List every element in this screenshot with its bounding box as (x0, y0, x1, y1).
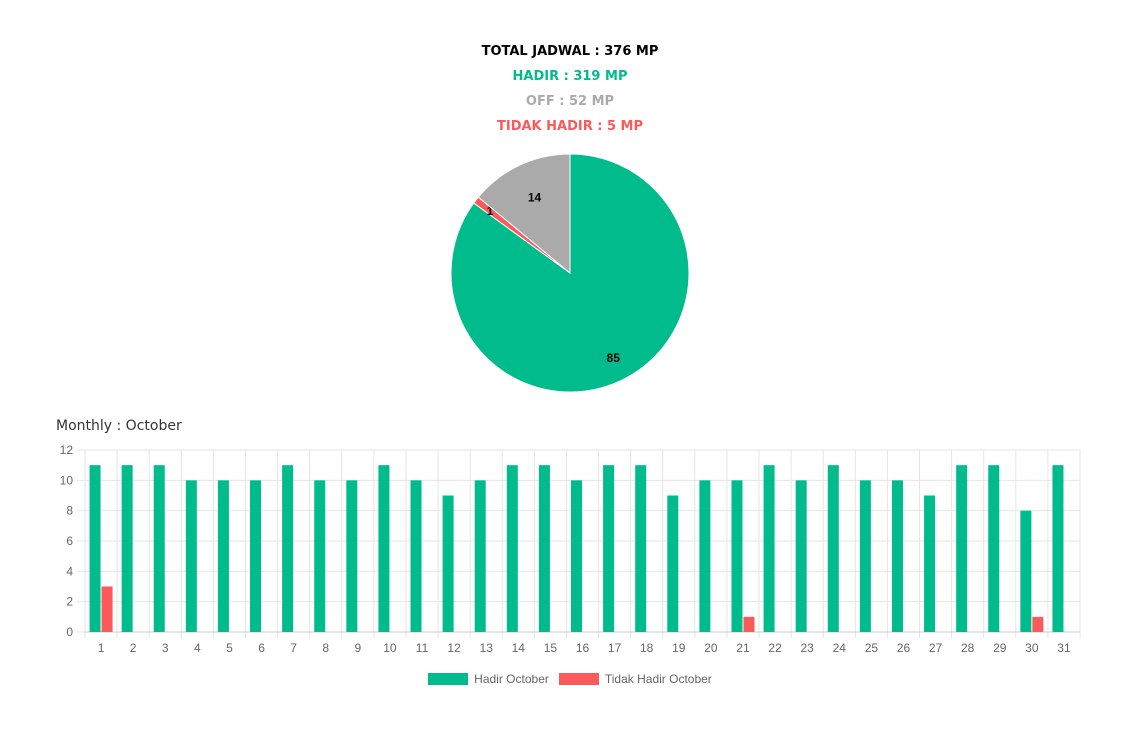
legend-item-hadir[interactable]: Hadir October (428, 672, 549, 686)
y-tick-label: 8 (66, 504, 73, 518)
bar-hadir-17[interactable] (603, 465, 615, 632)
bar-hadir-12[interactable] (442, 495, 454, 633)
summary-total: TOTAL JADWAL : 376 MP (481, 44, 659, 59)
y-tick-label: 0 (66, 625, 73, 639)
x-tick-label: 9 (354, 641, 361, 655)
monthly-title: Monthly : October (56, 418, 182, 434)
pie-slice-2[interactable] (477, 153, 571, 275)
x-tick-label: 22 (768, 641, 782, 655)
bar-hadir-13[interactable] (474, 480, 486, 632)
x-tick-label: 28 (961, 641, 975, 655)
bar-hadir-21[interactable] (731, 480, 743, 632)
x-tick-label: 20 (704, 641, 718, 655)
bar-hadir-16[interactable] (571, 480, 582, 632)
x-tick-label: 10 (383, 641, 397, 655)
x-tick-label: 18 (640, 641, 654, 655)
legend-label-hadir: Hadir October (474, 672, 549, 686)
x-tick-label: 7 (290, 641, 297, 655)
bar-hadir-14[interactable] (506, 465, 518, 632)
bar-hadir-2[interactable] (121, 465, 133, 632)
bar-tidak-hadir-30[interactable] (1032, 616, 1044, 632)
bar-hadir-23[interactable] (795, 480, 807, 632)
x-tick-label: 29 (993, 641, 1007, 655)
bar-hadir-15[interactable] (538, 465, 550, 632)
bar-hadir-31[interactable] (1052, 465, 1064, 632)
legend-item-tidak-hadir[interactable]: Tidak Hadir October (558, 672, 712, 686)
bar-hadir-4[interactable] (185, 480, 197, 632)
bar-legend: Hadir October Tidak Hadir October (0, 672, 1140, 686)
bar-hadir-5[interactable] (217, 480, 229, 632)
bar-hadir-7[interactable] (282, 465, 294, 632)
bar-hadir-11[interactable] (410, 480, 422, 632)
x-tick-label: 23 (800, 641, 814, 655)
y-tick-label: 12 (60, 443, 74, 457)
x-tick-label: 24 (833, 641, 847, 655)
x-tick-label: 5 (226, 641, 233, 655)
x-tick-label: 27 (929, 641, 943, 655)
bar-hadir-30[interactable] (1020, 510, 1032, 632)
x-tick-label: 12 (447, 641, 461, 655)
bar-hadir-22[interactable] (763, 465, 775, 632)
x-tick-label: 4 (194, 641, 201, 655)
bar-hadir-26[interactable] (891, 480, 903, 632)
y-tick-label: 10 (60, 473, 74, 487)
x-tick-label: 26 (897, 641, 911, 655)
x-tick-label: 3 (162, 641, 169, 655)
x-tick-label: 19 (672, 641, 686, 655)
x-tick-label: 13 (480, 641, 494, 655)
x-tick-label: 30 (1025, 641, 1039, 655)
y-tick-label: 6 (66, 534, 73, 548)
x-tick-label: 31 (1057, 641, 1071, 655)
summary-off: OFF : 52 MP (525, 94, 615, 109)
y-tick-label: 4 (66, 564, 73, 578)
bar-hadir-29[interactable] (988, 465, 1000, 632)
bar-tidak-hadir-21[interactable] (743, 616, 755, 632)
bar-hadir-9[interactable] (346, 480, 358, 632)
summary-hadir: HADIR : 319 MP (512, 69, 628, 84)
x-tick-label: 15 (544, 641, 558, 655)
summary-tidak-hadir: TIDAK HADIR : 5 MP (496, 119, 644, 134)
x-tick-label: 16 (576, 641, 590, 655)
x-tick-label: 25 (865, 641, 879, 655)
pie-label-1: 1 (487, 204, 494, 218)
x-tick-label: 21 (736, 641, 750, 655)
x-tick-label: 14 (512, 641, 526, 655)
bar-hadir-20[interactable] (699, 480, 711, 632)
legend-swatch-hadir (428, 673, 469, 685)
x-tick-label: 6 (258, 641, 265, 655)
bar-hadir-10[interactable] (378, 465, 390, 632)
x-tick-label: 8 (322, 641, 329, 655)
bar-hadir-6[interactable] (250, 480, 262, 632)
bar-hadir-18[interactable] (635, 465, 647, 632)
x-tick-label: 2 (130, 641, 137, 655)
bar-hadir-28[interactable] (956, 465, 968, 632)
x-tick-label: 11 (416, 641, 429, 655)
bar-hadir-19[interactable] (667, 495, 679, 633)
y-tick-label: 2 (66, 595, 73, 609)
bar-hadir-24[interactable] (827, 465, 839, 632)
bar-tidak-hadir-1[interactable] (101, 586, 113, 633)
bar-hadir-1[interactable] (89, 465, 101, 632)
legend-label-tidak-hadir: Tidak Hadir October (604, 672, 712, 686)
pie-chart: 85 1 14 (450, 153, 690, 393)
bar-hadir-27[interactable] (924, 495, 936, 633)
pie-label-2: 14 (528, 191, 542, 205)
pie-label-0: 85 (607, 351, 621, 365)
x-tick-label: 1 (98, 641, 105, 655)
bar-hadir-25[interactable] (859, 480, 871, 632)
bar-hadir-8[interactable] (314, 480, 326, 632)
legend-swatch-tidak-hadir (558, 673, 599, 685)
x-tick-label: 17 (608, 641, 622, 655)
bar-hadir-3[interactable] (153, 465, 165, 632)
